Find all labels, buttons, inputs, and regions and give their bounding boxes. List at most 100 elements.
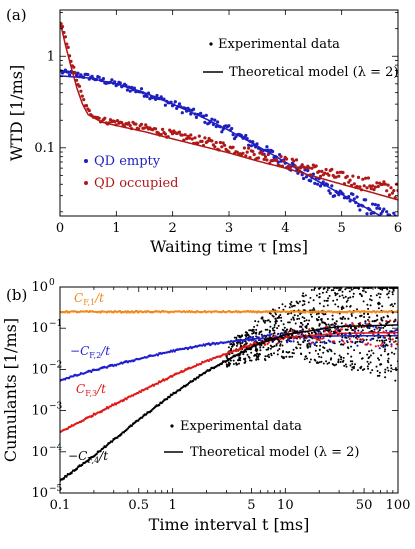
- a-point-qd-empty: [110, 78, 114, 82]
- a-point-qd-occupied: [62, 30, 66, 35]
- b-point-noise: [340, 308, 343, 311]
- b-point-noise: [227, 346, 230, 349]
- a-point-qd-occupied: [351, 174, 355, 178]
- b-point-noise: [259, 346, 262, 349]
- b-point-noise: [309, 296, 312, 299]
- b-point-cf2: [356, 344, 359, 347]
- a-point-qd-empty: [271, 149, 275, 154]
- a-point-qd-empty: [254, 145, 258, 149]
- a-point-qd-occupied: [263, 155, 268, 159]
- panel-a-xlabel: Waiting time τ [ms]: [150, 237, 308, 256]
- a-point-qd-empty: [244, 133, 248, 138]
- a-point-qd-empty: [337, 193, 341, 197]
- b-point-noise: [296, 318, 299, 320]
- b-point-noise: [238, 356, 241, 359]
- a-point-qd-occupied: [393, 196, 397, 200]
- b-point-noise: [323, 287, 326, 290]
- b-point-noise: [293, 352, 295, 355]
- a-point-qd-occupied: [293, 164, 297, 168]
- b-point-noise: [279, 343, 282, 346]
- b-point-cf4: [308, 334, 311, 337]
- b-point-noise: [350, 368, 353, 371]
- b-ytick-exponent: −3: [49, 402, 63, 412]
- b-point-cf4: [339, 317, 342, 320]
- b-point-cf3: [349, 340, 353, 343]
- b-point-noise: [266, 328, 269, 331]
- a-point-qd-empty: [327, 189, 331, 193]
- b-point-noise: [304, 355, 307, 358]
- b-point-noise: [367, 307, 370, 310]
- b-ytick-exponent: 0: [49, 278, 55, 288]
- b-point-cf4: [357, 322, 360, 325]
- b-point-noise: [324, 313, 327, 316]
- b-point-noise: [356, 308, 358, 311]
- b-point-noise: [387, 361, 390, 364]
- b-point-cf4: [378, 329, 381, 332]
- a-point-qd-occupied: [335, 171, 339, 175]
- a-point-qd-occupied: [223, 143, 227, 147]
- b-xtick-label: 100: [386, 498, 411, 513]
- b-point-cf4: [300, 325, 303, 328]
- b-point-noise: [246, 333, 249, 336]
- b-point-noise: [353, 365, 355, 368]
- a-point-qd-empty: [220, 130, 224, 134]
- b-point-cf4: [301, 328, 304, 331]
- b-point-noise: [363, 368, 366, 371]
- b-point-cf4: [323, 322, 326, 325]
- a-point-qd-empty: [373, 203, 377, 207]
- a-point-qd-empty: [313, 181, 317, 185]
- b-point-noise: [372, 352, 375, 355]
- a-xtick-label: 0: [56, 221, 64, 236]
- a-point-qd-empty: [341, 192, 345, 196]
- b-point-cf2: [249, 336, 252, 339]
- legend-a-qd-occupied-marker: [84, 181, 88, 185]
- a-point-qd-occupied: [197, 134, 201, 138]
- b-point-noise: [375, 294, 378, 297]
- b-point-noise: [353, 349, 356, 352]
- b-point-noise: [386, 353, 389, 356]
- b-point-noise: [243, 361, 246, 364]
- b-point-noise: [360, 294, 363, 297]
- b-point-noise: [273, 332, 276, 334]
- a-point-qd-occupied: [356, 175, 361, 179]
- a-point-qd-occupied: [382, 180, 386, 184]
- b-point-noise: [320, 319, 323, 322]
- b-point-cf3: [368, 320, 371, 323]
- b-point-noise: [312, 299, 315, 302]
- b-point-cf2: [361, 340, 364, 343]
- b-point-noise: [267, 353, 270, 356]
- b-point-cf3: [374, 345, 377, 348]
- a-point-qd-occupied: [256, 156, 261, 160]
- a-xtick-label: 6: [394, 221, 402, 236]
- b-point-noise: [305, 319, 308, 322]
- b-point-noise: [341, 294, 344, 297]
- a-point-qd-occupied: [369, 187, 373, 191]
- a-point-qd-empty: [189, 112, 193, 116]
- a-point-qd-occupied: [128, 124, 132, 128]
- b-point-noise: [313, 288, 316, 291]
- b-point-noise: [253, 325, 256, 328]
- b-point-cf4: [393, 320, 396, 323]
- b-point-cf2: [323, 342, 326, 345]
- b-point-noise: [263, 321, 266, 324]
- b-point-noise: [269, 325, 272, 328]
- b-point-noise: [257, 358, 260, 361]
- a-point-qd-empty: [172, 103, 176, 107]
- b-point-noise: [279, 314, 282, 316]
- b-point-noise: [303, 303, 306, 306]
- a-point-qd-occupied: [386, 183, 390, 187]
- b-point-noise: [368, 350, 371, 353]
- b-point-noise: [230, 347, 233, 350]
- a-point-qd-empty: [375, 206, 379, 210]
- a-point-qd-occupied: [217, 148, 221, 152]
- panel-b-frame: [59, 286, 399, 494]
- b-point-noise: [359, 366, 362, 369]
- b-point-noise: [273, 329, 276, 332]
- b-point-cf2: [395, 328, 398, 332]
- a-point-qd-empty: [66, 70, 70, 74]
- a-point-qd-occupied: [113, 120, 117, 124]
- b-point-noise: [298, 300, 301, 303]
- b-point-noise: [350, 288, 353, 291]
- a-point-qd-occupied: [137, 127, 141, 131]
- a-point-qd-empty: [162, 97, 166, 101]
